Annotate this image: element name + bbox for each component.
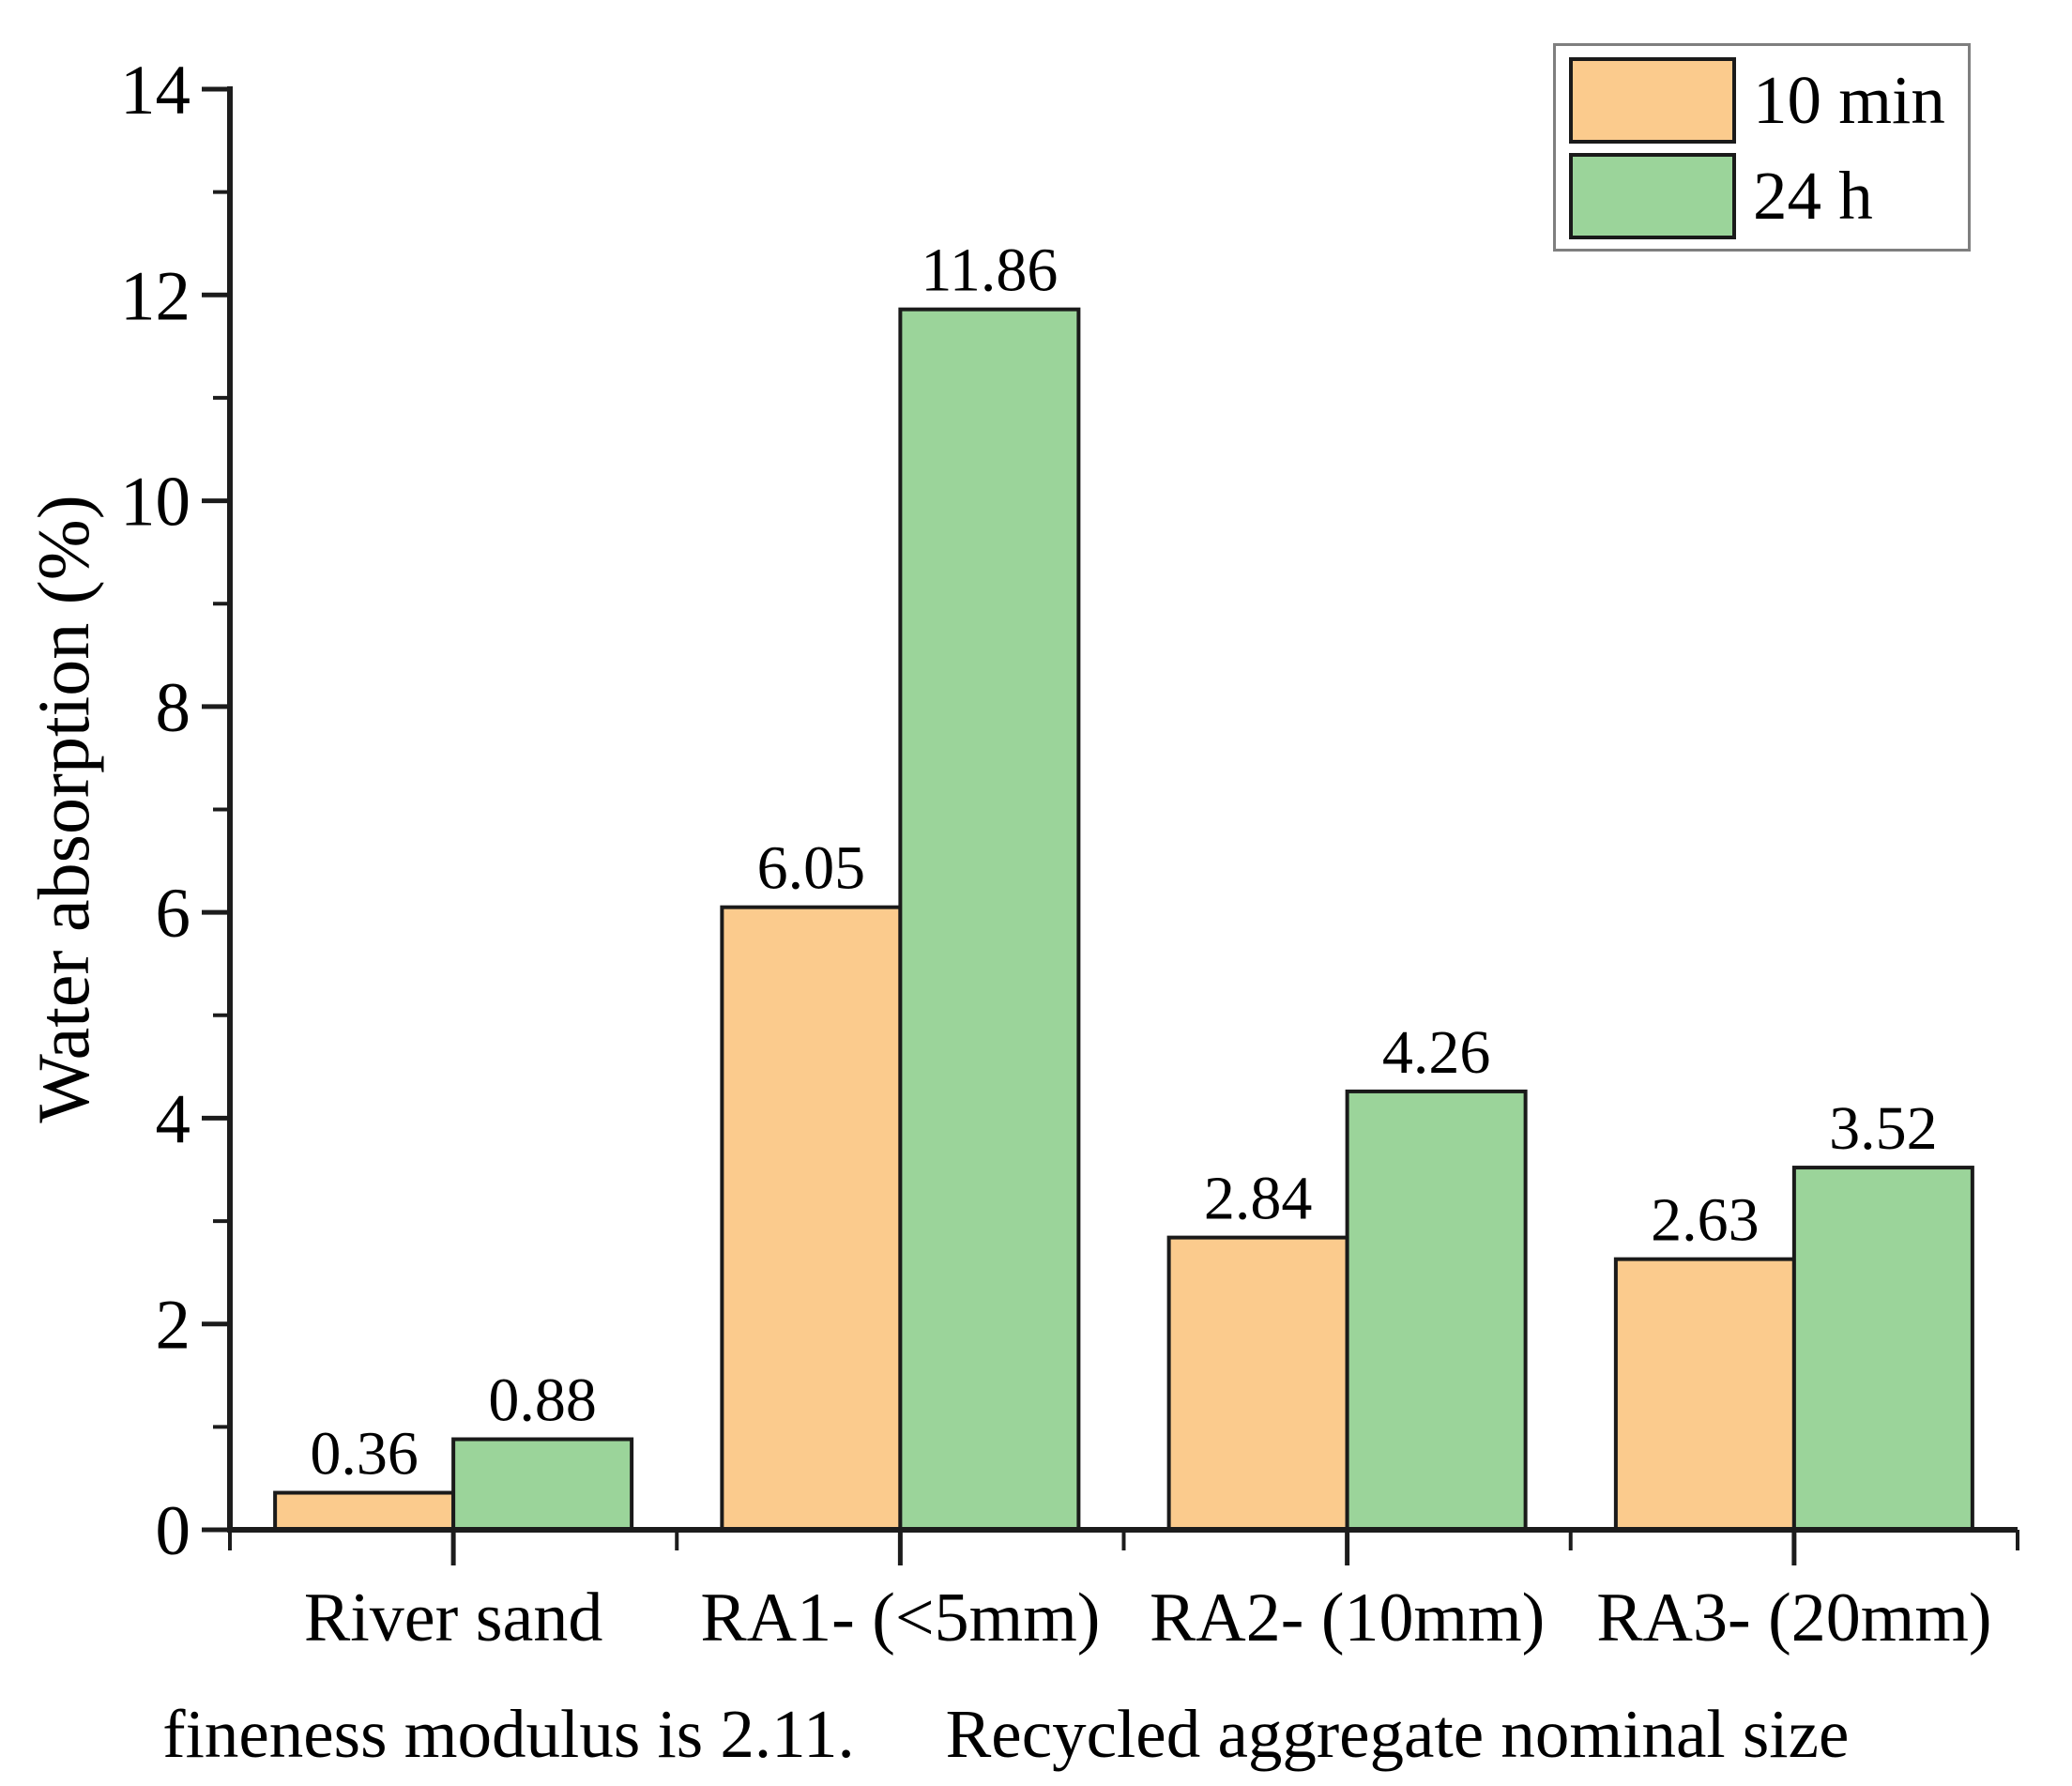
bar-10-min-river-sand — [273, 1490, 456, 1532]
value-label-10-min-ra1-5mm: 6.05 — [757, 834, 866, 903]
bar-10-min-ra2-10mm — [1166, 1235, 1349, 1532]
legend-label-24-h: 24 h — [1753, 158, 1873, 234]
value-label-24-h-river-sand: 0.88 — [488, 1366, 597, 1435]
y-axis-title: Water absorption (%) — [23, 495, 104, 1123]
bar-24-h-ra1-5mm — [898, 307, 1081, 1532]
bar-24-h-ra3-20mm — [1791, 1166, 1974, 1532]
value-label-10-min-ra3-20mm: 2.63 — [1651, 1186, 1760, 1255]
x-tick-label-river-sand: River sand — [304, 1580, 603, 1656]
y-tick-label-0: 0 — [156, 1492, 191, 1570]
y-tick-label-8: 8 — [156, 669, 191, 747]
value-label-10-min-ra2-10mm: 2.84 — [1204, 1165, 1313, 1233]
x-axis-title: Recycled aggregate nominal size — [945, 1696, 1850, 1772]
x-tick-label-ra1-5mm: RA1- (<5mm) — [700, 1580, 1100, 1656]
legend-item-24-h: 24 h — [1569, 153, 1873, 239]
value-label-24-h-ra3-20mm: 3.52 — [1829, 1094, 1938, 1163]
footnote-fineness-modulus: fineness modulus is 2.11. — [162, 1696, 855, 1772]
legend-swatch-24-h — [1569, 153, 1736, 239]
bar-10-min-ra1-5mm — [720, 905, 903, 1532]
y-tick-label-10: 10 — [120, 464, 190, 542]
x-tick-label-ra3-20mm: RA3- (20mm) — [1596, 1580, 1991, 1656]
legend-label-10-min: 10 min — [1753, 62, 1945, 138]
x-tick-label-ra2-10mm: RA2- (10mm) — [1150, 1580, 1545, 1656]
legend: 10 min 24 h — [1553, 43, 1971, 252]
value-label-24-h-ra2-10mm: 4.26 — [1382, 1018, 1491, 1087]
y-tick-label-2: 2 — [156, 1287, 191, 1365]
y-tick-label-6: 6 — [156, 875, 191, 953]
value-label-10-min-river-sand: 0.36 — [310, 1420, 419, 1488]
bar-24-h-ra2-10mm — [1345, 1089, 1528, 1532]
y-tick-label-4: 4 — [156, 1080, 191, 1158]
legend-item-10-min: 10 min — [1569, 57, 1945, 144]
value-label-24-h-ra1-5mm: 11.86 — [921, 237, 1058, 305]
y-tick-label-12: 12 — [120, 257, 190, 335]
y-tick-label-14: 14 — [120, 52, 190, 130]
bar-10-min-ra3-20mm — [1613, 1257, 1796, 1532]
bar-24-h-river-sand — [451, 1437, 634, 1532]
legend-swatch-10-min — [1569, 57, 1736, 144]
